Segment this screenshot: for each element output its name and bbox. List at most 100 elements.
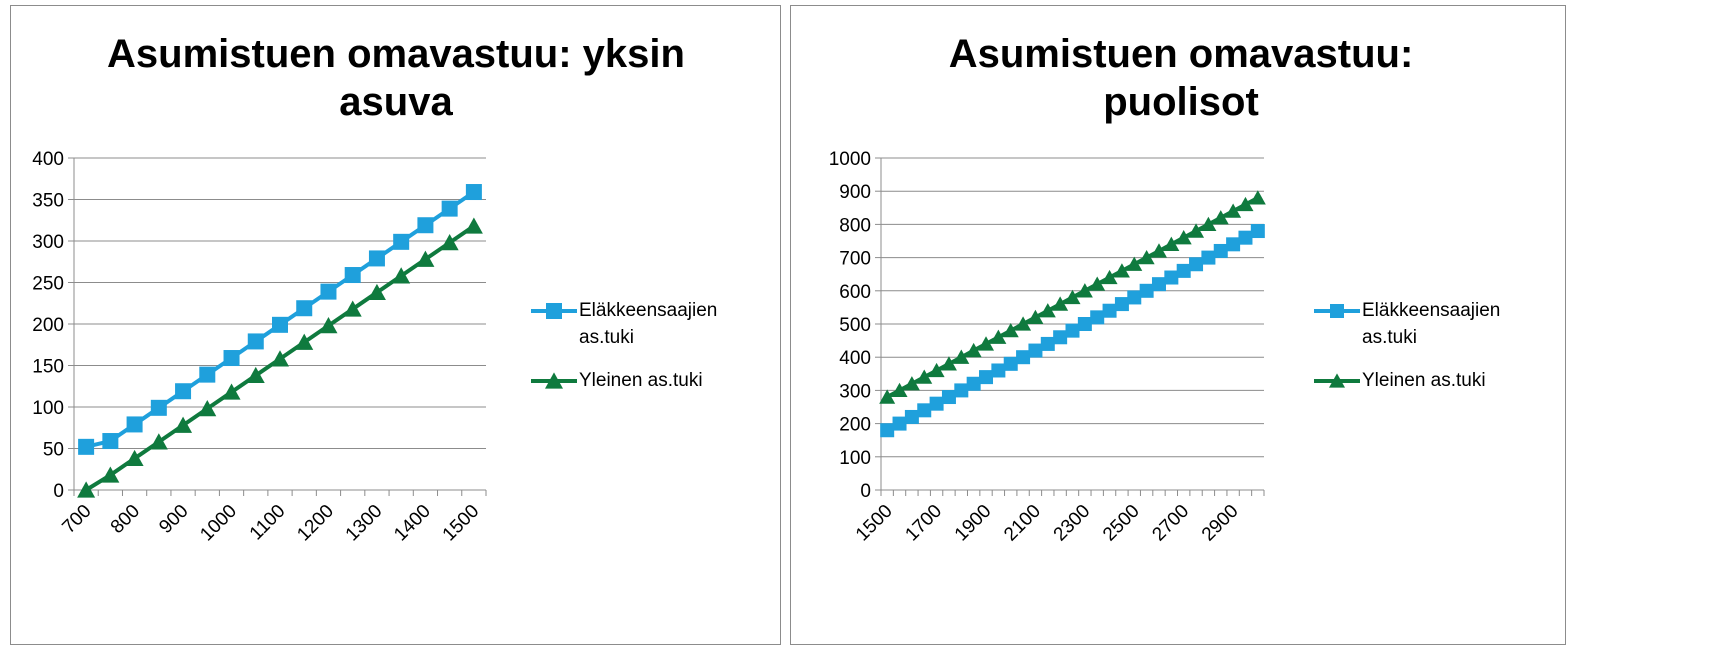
- data-point: [101, 466, 120, 483]
- data-point: [941, 390, 956, 405]
- data-point: [271, 350, 289, 367]
- marker: [546, 303, 562, 319]
- data-point: [879, 389, 896, 404]
- data-point: [1053, 330, 1068, 345]
- y-tick-label: 700: [839, 249, 871, 270]
- y-tick-label: 1000: [829, 149, 871, 170]
- legend-label: Eläkkeensaajien as.tuki: [579, 300, 718, 348]
- data-point: [1090, 310, 1105, 325]
- data-point: [892, 416, 907, 431]
- data-point: [904, 409, 919, 424]
- data-point: [880, 423, 895, 438]
- data-point: [1114, 297, 1129, 312]
- data-point: [1176, 263, 1191, 278]
- data-point: [1102, 303, 1117, 318]
- data-point: [1127, 290, 1142, 305]
- chart: 0 100 200 300 400 500 600 700 800 900 1000 1500 1700…: [829, 149, 1360, 546]
- data-point: [1188, 223, 1205, 238]
- marker: [1329, 373, 1345, 388]
- page: 0 50 100 150 200 250 300 350 400 700 800 900 1000 110…: [10, 5, 1566, 645]
- y-tick-label: 350: [32, 191, 64, 212]
- data-point: [1040, 336, 1055, 351]
- y-tick-label: 150: [32, 357, 64, 378]
- data-point: [1101, 269, 1118, 285]
- data-point: [1249, 190, 1266, 205]
- legend-label: Yleinen as.tuki: [1362, 370, 1486, 391]
- data-point: [1028, 343, 1043, 358]
- data-point: [1139, 283, 1154, 298]
- x-tick-label: 2500: [1099, 501, 1144, 546]
- data-point: [198, 400, 217, 417]
- data-point: [126, 416, 143, 433]
- data-point: [1151, 277, 1166, 292]
- x-tick-label: 800: [107, 501, 144, 538]
- data-point: [1015, 316, 1032, 331]
- data-point: [125, 449, 144, 467]
- data-point: [102, 433, 119, 450]
- data-point: [149, 433, 168, 450]
- y-tick-label: 600: [839, 282, 871, 303]
- x-tick-label: 1000: [196, 501, 241, 546]
- data-point: [1250, 224, 1265, 239]
- y-tick-label: 300: [839, 381, 871, 402]
- data-point: [222, 383, 241, 400]
- x-tick-label: 1100: [246, 501, 290, 545]
- y-tick-label: 200: [839, 415, 871, 436]
- data-point: [1175, 230, 1192, 245]
- data-point: [1201, 250, 1216, 265]
- data-point: [1164, 270, 1179, 285]
- data-point: [1163, 236, 1180, 251]
- data-point: [891, 382, 908, 398]
- chart-title: Asumistuen omavastuu: yksin asuva: [107, 32, 685, 124]
- data-point: [1113, 263, 1130, 278]
- data-point: [1076, 283, 1093, 298]
- data-point: [940, 356, 957, 371]
- data-point: [1039, 303, 1056, 318]
- data-point: [991, 363, 1006, 378]
- data-point: [1225, 203, 1242, 218]
- data-point: [77, 481, 96, 498]
- y-tick-label: 500: [839, 315, 871, 336]
- x-tick-label: 2700: [1148, 501, 1193, 546]
- marker: [1330, 304, 1344, 318]
- x-tick-label: 900: [155, 501, 192, 538]
- data-point: [78, 438, 95, 455]
- chart-title: Asumistuen omavastuu: puolisot: [948, 32, 1414, 124]
- data-point: [978, 336, 995, 351]
- y-tick-label: 900: [839, 182, 871, 203]
- data-point: [174, 416, 193, 433]
- data-point: [1237, 196, 1254, 212]
- x-tick-label: 1900: [951, 501, 996, 546]
- data-point: [966, 376, 981, 391]
- x-tick-label: 1400: [390, 501, 435, 546]
- data-point: [1077, 317, 1092, 331]
- data-point: [392, 267, 411, 284]
- data-point: [1003, 356, 1018, 371]
- data-point: [1126, 256, 1143, 271]
- data-point: [903, 376, 920, 391]
- data-point: [917, 403, 932, 418]
- data-point: [417, 217, 434, 234]
- marker: [545, 372, 563, 389]
- x-tick-label: 1300: [342, 501, 387, 546]
- data-point: [1052, 296, 1069, 311]
- y-tick-label: 400: [32, 149, 64, 170]
- x-tick-label: 1500: [439, 501, 484, 546]
- data-point: [928, 362, 945, 378]
- y-tick-label: 0: [860, 481, 871, 502]
- x-tick-label: 2100: [1000, 501, 1045, 546]
- data-point: [1016, 350, 1031, 365]
- x-tick-label: 700: [58, 501, 95, 538]
- data-point: [296, 300, 313, 317]
- data-point: [1064, 289, 1081, 305]
- data-point: [1238, 230, 1253, 245]
- data-point: [1089, 276, 1106, 291]
- y-tick-label: 200: [32, 315, 64, 336]
- data-point: [393, 233, 410, 250]
- x-tick-label: 1200: [293, 501, 338, 546]
- data-point: [965, 342, 982, 358]
- y-tick-label: 100: [32, 398, 64, 419]
- x-tick-label: 2300: [1050, 501, 1095, 546]
- data-point: [368, 250, 385, 267]
- x-tick-label: 1500: [852, 501, 897, 546]
